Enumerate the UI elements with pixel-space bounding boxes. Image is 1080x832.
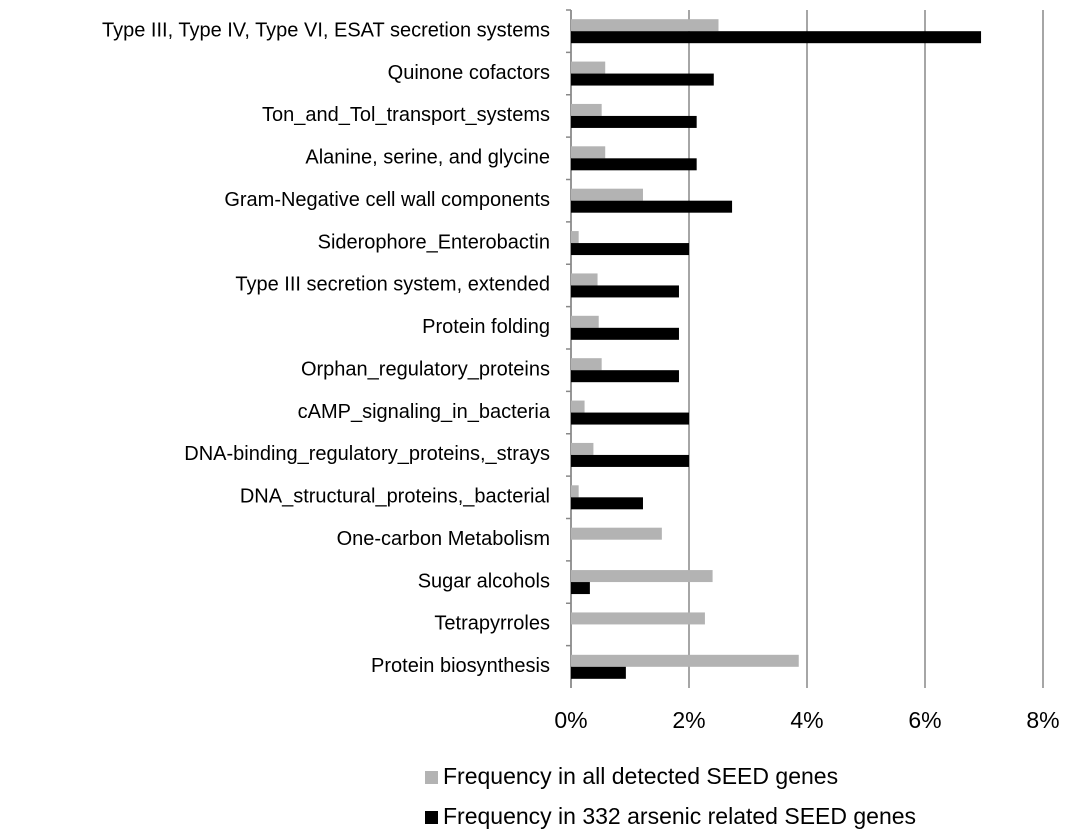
y-tick-label: DNA_structural_proteins,_bacterial [240,486,550,508]
bar [571,370,679,383]
legend-label: Frequency in 332 arsenic related SEED ge… [443,803,916,829]
y-tick-label: Quinone cofactors [388,62,550,84]
bar [571,73,714,86]
x-tick-label: 8% [1026,707,1059,733]
bar [571,412,689,425]
y-tick-label: Type III secretion system, extended [235,274,550,296]
y-tick-label: DNA-binding_regulatory_proteins,_strays [184,443,550,465]
x-tick-label: 2% [672,707,705,733]
y-tick-label: Sugar alcohols [418,570,550,592]
bar [571,358,602,371]
bar [571,243,689,256]
legend-swatch [425,811,438,824]
x-tick-label: 0% [554,707,587,733]
bar [571,654,799,667]
y-tick-label: Protein folding [422,316,550,338]
bar [571,400,585,413]
bar [571,582,590,595]
bar [571,115,697,128]
bar [571,200,733,213]
legend-swatch [425,771,438,784]
y-tick-label: Type III, Type IV, Type VI, ESAT secreti… [102,19,550,41]
bar [571,103,602,116]
bar [571,19,719,32]
bar [571,231,579,244]
bar [571,497,643,510]
bar [571,527,662,540]
bar [571,666,626,679]
y-tick-label: One-carbon Metabolism [337,528,550,550]
bar [571,327,679,340]
bar [571,454,689,467]
bar [571,158,697,171]
bar [571,442,594,455]
legend-label: Frequency in all detected SEED genes [443,763,838,789]
bar [571,612,705,625]
bar [571,315,599,328]
bar [571,61,606,74]
y-tick-label: Orphan_regulatory_proteins [301,358,550,380]
bar [571,273,598,286]
y-tick-label: Tetrapyrroles [434,613,550,635]
bar [571,485,579,498]
bar [571,570,713,583]
bar [571,285,679,298]
bar [571,146,606,159]
x-tick-label: 6% [908,707,941,733]
y-tick-label: Ton_and_Tol_transport_systems [262,104,550,126]
bar [571,31,982,44]
y-tick-label: Siderophore_Enterobactin [318,231,550,253]
y-tick-label: Alanine, serine, and glycine [305,147,550,169]
x-tick-label: 4% [790,707,823,733]
y-tick-label: cAMP_signaling_in_bacteria [298,401,551,423]
y-tick-label: Protein biosynthesis [371,655,550,677]
y-tick-label: Gram-Negative cell wall components [224,189,550,211]
bar [571,188,643,201]
